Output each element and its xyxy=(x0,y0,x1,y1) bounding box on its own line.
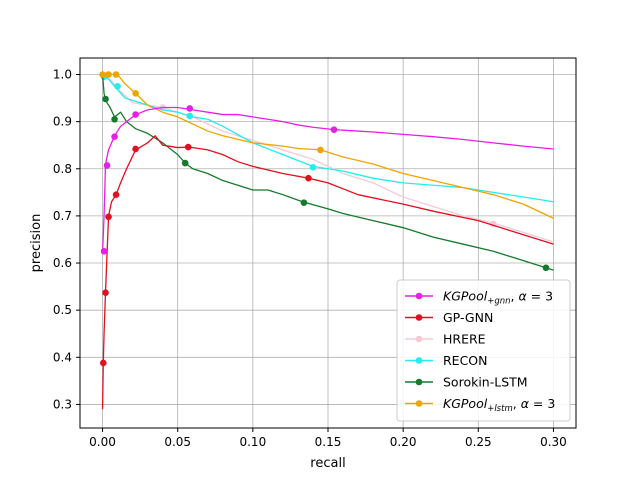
series-marker xyxy=(300,199,308,207)
legend-marker-swatch xyxy=(415,378,423,386)
legend-marker-swatch xyxy=(415,314,423,321)
legend-entry: GP-GNN xyxy=(405,310,493,325)
series-marker xyxy=(112,71,120,78)
series-0 xyxy=(100,105,554,255)
y-tick-label: 0.3 xyxy=(53,397,72,411)
series-marker xyxy=(317,146,324,154)
legend-box xyxy=(396,279,571,422)
series-marker xyxy=(114,82,121,90)
legend-label-part: = 3 xyxy=(527,289,553,304)
series-marker xyxy=(99,359,107,367)
series-marker xyxy=(132,111,139,118)
legend-label-part: , xyxy=(511,289,519,304)
legend-entry: RECON xyxy=(405,353,488,368)
legend-label: HRERE xyxy=(443,332,486,347)
legend-label-part: RECON xyxy=(443,353,488,368)
x-tick-label: 0.10 xyxy=(239,435,266,449)
series-line xyxy=(102,73,554,219)
series-marker xyxy=(305,174,312,182)
legend-label-part: KGPool xyxy=(443,396,488,411)
series-marker xyxy=(330,126,338,133)
series-marker xyxy=(103,162,111,169)
y-tick-label: 0.6 xyxy=(53,256,72,270)
series-marker xyxy=(186,105,194,112)
series-marker xyxy=(132,145,139,153)
x-tick-label: 0.30 xyxy=(540,435,567,449)
legend-marker-swatch xyxy=(415,400,423,407)
legend-label: RECON xyxy=(443,353,488,368)
y-tick-label: 0.5 xyxy=(53,303,72,317)
y-tick-label: 0.4 xyxy=(53,350,72,364)
legend-label-part: Sorokin-LSTM xyxy=(443,375,528,390)
x-tick-label: 0.05 xyxy=(164,435,191,449)
y-tick-label: 1.0 xyxy=(53,67,72,81)
legend-label-part: KGPool xyxy=(443,289,488,304)
y-tick-label: 0.8 xyxy=(53,162,72,176)
series-line xyxy=(101,74,554,271)
x-tick-label: 0.25 xyxy=(465,435,492,449)
x-axis-label: recall xyxy=(310,456,345,471)
series-marker xyxy=(102,289,109,297)
legend-label-part: , xyxy=(513,396,521,411)
series-5 xyxy=(99,71,554,219)
x-tick-label: 0.20 xyxy=(390,435,417,449)
series-marker xyxy=(102,95,109,103)
legend-entry: Sorokin-LSTM xyxy=(405,375,528,390)
series-marker xyxy=(184,143,192,151)
series-marker xyxy=(186,112,194,120)
series-marker xyxy=(99,71,106,78)
series-marker xyxy=(111,115,118,123)
series-marker xyxy=(309,164,317,171)
legend-label-part: α xyxy=(521,396,530,411)
legend-label: KGPool+gnn, α = 3 xyxy=(443,289,553,307)
legend-marker-swatch xyxy=(415,335,423,343)
series-marker xyxy=(111,133,118,141)
legend: KGPool+gnn, α = 3GP-GNNHRERERECONSorokin… xyxy=(396,279,571,422)
y-axis-label: precision xyxy=(29,214,44,273)
series-marker xyxy=(112,191,120,198)
series-line xyxy=(102,73,554,243)
series-marker xyxy=(105,213,112,221)
x-tick-label: 0.00 xyxy=(89,435,116,449)
legend-entry: KGPool+lstm, α = 3 xyxy=(405,396,555,414)
series-marker xyxy=(105,71,112,78)
legend-label: Sorokin-LSTM xyxy=(443,375,528,390)
legend-label-part: = 3 xyxy=(529,396,555,411)
series-marker xyxy=(132,90,139,97)
legend-label-part: +gnn xyxy=(487,297,510,307)
series-line xyxy=(101,135,554,410)
series-line xyxy=(101,106,554,254)
legend-label-part: +lstm xyxy=(487,404,513,414)
legend-marker-swatch xyxy=(415,292,423,300)
y-tick-label: 0.9 xyxy=(53,115,72,129)
y-tick-label: 0.7 xyxy=(53,209,72,223)
series-marker xyxy=(100,247,108,255)
legend-label: KGPool+lstm, α = 3 xyxy=(443,396,555,414)
legend-label-part: α xyxy=(518,289,527,304)
legend-label-part: GP-GNN xyxy=(443,310,493,325)
series-4 xyxy=(101,74,554,272)
series-marker xyxy=(181,159,189,167)
legend-entry: KGPool+gnn, α = 3 xyxy=(405,289,553,307)
legend-label: GP-GNN xyxy=(443,310,493,325)
legend-marker-swatch xyxy=(415,357,423,364)
legend-label-part: HRERE xyxy=(443,332,486,347)
series-marker xyxy=(542,264,550,272)
series-1 xyxy=(99,135,554,410)
legend-entry: HRERE xyxy=(405,332,486,347)
x-tick-label: 0.15 xyxy=(315,435,342,449)
